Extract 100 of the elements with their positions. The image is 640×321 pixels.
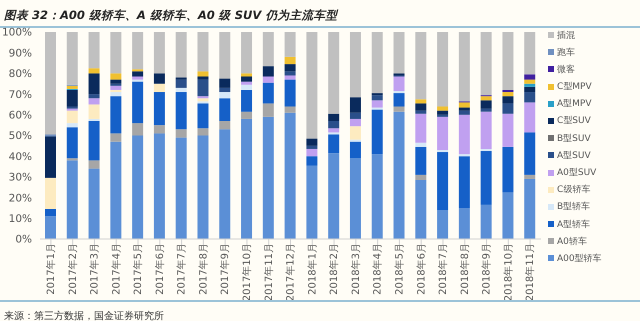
bar bbox=[480, 108, 492, 112]
bar bbox=[132, 136, 144, 239]
y-tick-label: 100% bbox=[2, 26, 32, 39]
bar bbox=[132, 32, 144, 70]
bar bbox=[394, 90, 405, 94]
bar bbox=[502, 114, 514, 147]
legend-label: B型轿车 bbox=[557, 200, 590, 214]
legend-label: C级轿车 bbox=[557, 184, 590, 196]
bar bbox=[197, 32, 208, 72]
bar bbox=[458, 208, 470, 239]
x-tick-label: 2017年11月 bbox=[262, 243, 275, 302]
bar bbox=[284, 80, 296, 107]
legend-label: A型轿车 bbox=[557, 218, 590, 231]
bar bbox=[328, 134, 340, 154]
bar bbox=[66, 90, 78, 107]
bar bbox=[241, 76, 252, 82]
bar bbox=[458, 156, 470, 208]
bar bbox=[458, 32, 470, 102]
x-tick-label: 2017年4月 bbox=[110, 243, 122, 295]
bar bbox=[88, 104, 100, 119]
bar bbox=[262, 116, 274, 239]
bar bbox=[45, 134, 56, 137]
bar bbox=[458, 114, 470, 154]
x-tick-label: 2018年2月 bbox=[328, 243, 340, 295]
bar bbox=[480, 204, 492, 239]
legend-label: A0轿车 bbox=[557, 236, 587, 248]
y-tick-label: 40% bbox=[8, 150, 32, 163]
bar bbox=[176, 80, 187, 88]
bar bbox=[306, 138, 318, 146]
bar bbox=[437, 32, 448, 107]
x-tick-label: 2017年1月 bbox=[44, 243, 57, 295]
bar bbox=[394, 93, 405, 107]
x-tick-label: 2018年6月 bbox=[415, 243, 428, 295]
bar bbox=[458, 108, 470, 111]
x-tick-label: 2018年11月 bbox=[524, 243, 536, 302]
bar bbox=[350, 142, 361, 158]
bar bbox=[241, 118, 252, 239]
bar bbox=[415, 142, 426, 147]
x-tick-label: 2017年6月 bbox=[154, 243, 166, 295]
bar bbox=[502, 32, 514, 90]
bar bbox=[132, 76, 144, 80]
bar bbox=[480, 96, 492, 100]
bar bbox=[154, 125, 165, 134]
bar bbox=[350, 126, 361, 140]
bar bbox=[437, 210, 448, 239]
bar bbox=[197, 71, 208, 77]
bar bbox=[197, 136, 208, 239]
bar bbox=[132, 71, 144, 77]
bar bbox=[284, 75, 296, 80]
bar bbox=[502, 92, 514, 96]
x-tick-label: 2017年12月 bbox=[284, 243, 297, 302]
bar bbox=[219, 32, 230, 79]
bar bbox=[372, 100, 383, 108]
bar bbox=[502, 103, 514, 114]
bar bbox=[241, 32, 252, 74]
bar bbox=[372, 110, 383, 154]
bar bbox=[328, 153, 340, 239]
legend-label: A型SUV bbox=[557, 150, 591, 162]
y-tick-label: 20% bbox=[8, 192, 32, 204]
legend-label: A型MPV bbox=[557, 98, 592, 110]
bar bbox=[241, 84, 252, 90]
bar bbox=[306, 148, 318, 156]
bar bbox=[350, 118, 361, 126]
bar bbox=[154, 133, 165, 239]
bar bbox=[524, 174, 536, 179]
bar bbox=[66, 160, 78, 239]
bar bbox=[328, 32, 340, 114]
bar bbox=[88, 121, 100, 160]
bar bbox=[219, 121, 230, 130]
x-tick-label: 2017年3月 bbox=[88, 243, 101, 295]
bar bbox=[415, 110, 426, 114]
bar bbox=[88, 32, 100, 68]
bar bbox=[415, 103, 426, 111]
bar bbox=[88, 68, 100, 74]
bar bbox=[241, 82, 252, 85]
bar bbox=[502, 146, 514, 192]
bar bbox=[66, 110, 78, 124]
bar bbox=[502, 192, 514, 239]
bar bbox=[415, 114, 426, 143]
x-tick-label: 2018年5月 bbox=[394, 243, 406, 295]
bar bbox=[524, 32, 536, 74]
bar bbox=[66, 123, 78, 128]
bar bbox=[262, 76, 274, 83]
bar bbox=[437, 116, 448, 150]
bar bbox=[176, 138, 187, 239]
legend-label: C型SUV bbox=[557, 114, 591, 128]
legend-label: 微客 bbox=[557, 64, 575, 76]
bar bbox=[262, 32, 274, 66]
bar bbox=[219, 88, 230, 92]
bar bbox=[328, 114, 340, 122]
bar bbox=[88, 118, 100, 122]
bar bbox=[372, 95, 383, 100]
bar bbox=[110, 133, 122, 142]
bar bbox=[45, 136, 56, 178]
bar bbox=[284, 32, 296, 57]
bar bbox=[262, 66, 274, 77]
x-tick-label: 2017年9月 bbox=[219, 243, 232, 295]
bar bbox=[262, 82, 274, 104]
bar bbox=[306, 166, 318, 239]
bar bbox=[154, 92, 165, 126]
